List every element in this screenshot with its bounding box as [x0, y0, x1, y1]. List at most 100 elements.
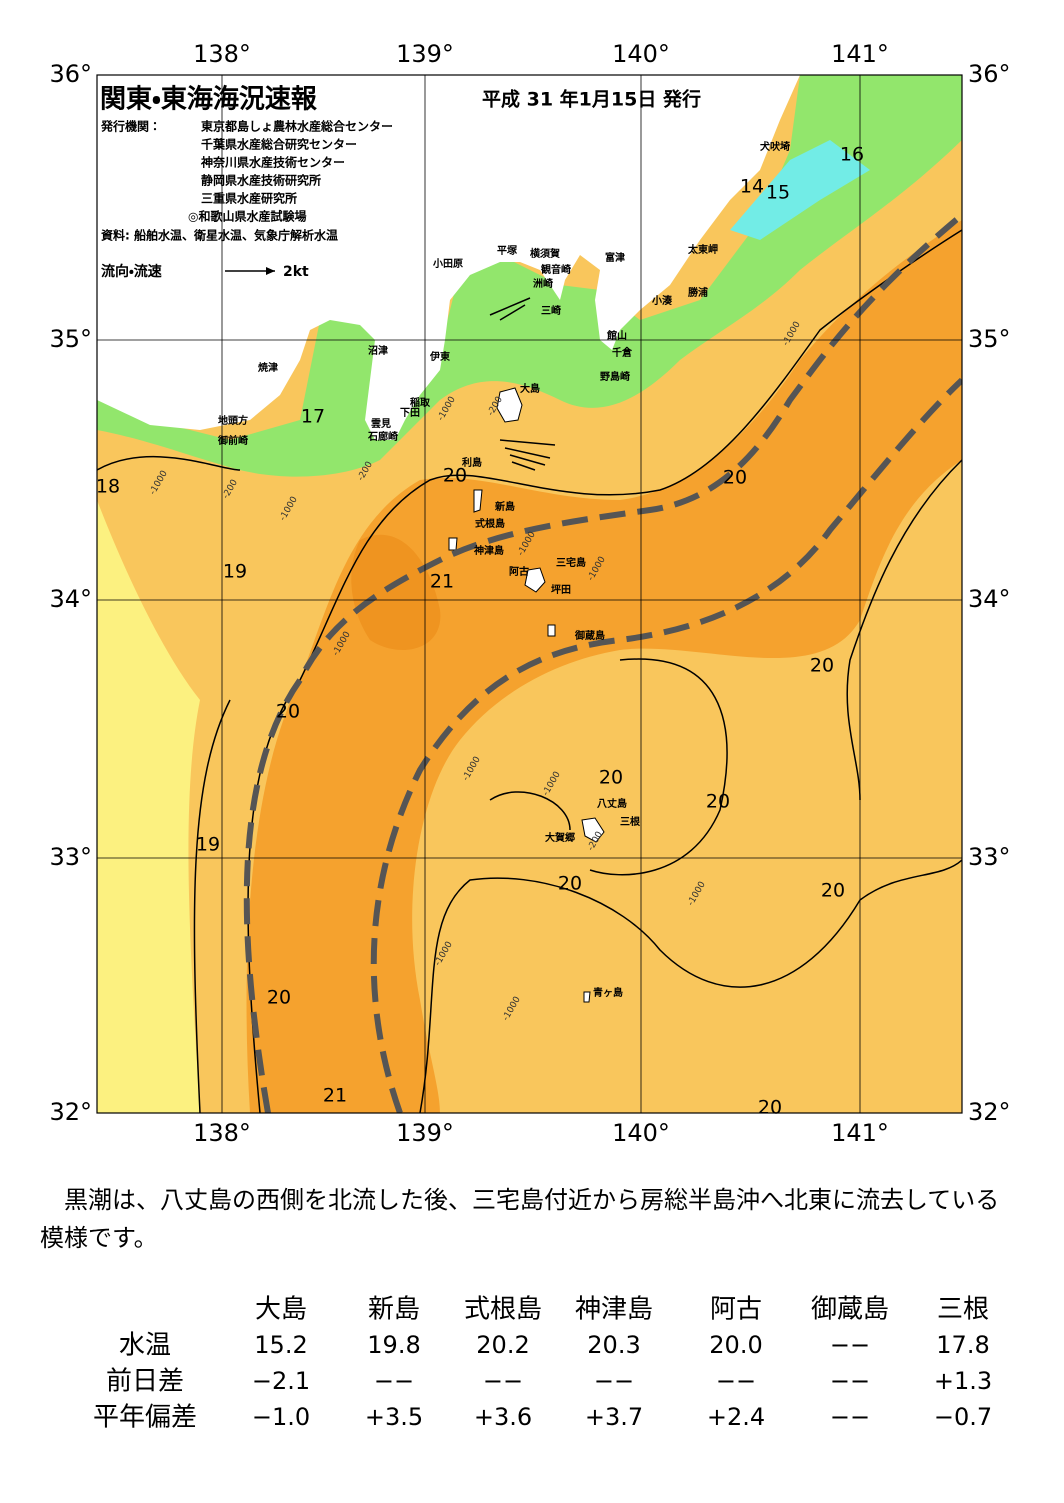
table-cell: −−: [374, 1367, 414, 1395]
place-name: 小田原: [432, 257, 463, 270]
lat-label: 35°: [49, 325, 92, 353]
source: 資料: 船舶水温、衛星水温、気象庁解析水温: [101, 228, 338, 243]
table-cell: −0.7: [934, 1403, 992, 1431]
table-header: 三根: [937, 1295, 989, 1325]
place-name: 利島: [462, 456, 482, 469]
lat-label: 32°: [49, 1098, 92, 1126]
table-cell: +3.6: [474, 1403, 532, 1431]
table-header: 式根島: [464, 1295, 542, 1325]
place-name: 稲取: [410, 396, 431, 409]
table-header: 御蔵島: [811, 1295, 889, 1325]
row-label: 前日差: [106, 1367, 184, 1397]
place-name: 新島: [494, 500, 515, 513]
summary: 黒潮は、八丈島の西側を北流した後、三宅島付近から房総半島沖へ北東に流去している模…: [40, 1186, 1000, 1252]
isotherm-label: 21: [323, 1085, 347, 1107]
isotherm-label: 14: [740, 176, 764, 198]
place-name: 小湊: [651, 294, 673, 307]
graticule: [96, 74, 963, 1114]
place-name: 横須賀: [530, 247, 560, 260]
row-label: 平年偏差: [93, 1403, 197, 1433]
publisher: 神奈川県水産技術センター: [200, 155, 345, 170]
isotherm-label: 21: [430, 571, 454, 593]
table-header: 新島: [368, 1295, 420, 1325]
isotherm-label: 20: [758, 1097, 782, 1119]
place-name: 雲見: [371, 418, 391, 430]
place-name: 大島: [520, 382, 540, 395]
table-cell: +3.5: [365, 1403, 423, 1431]
place-name: 石廊崎: [367, 430, 398, 443]
table-cell: 15.2: [254, 1331, 307, 1359]
isotherm-label: 17: [301, 406, 325, 428]
issued: 平成 31 年1月15日 発行: [482, 88, 701, 111]
place-name: 観音崎: [541, 263, 571, 276]
lat-label: 36°: [968, 60, 1011, 88]
place-name: 神津島: [473, 544, 504, 557]
place-name: 青ヶ島: [593, 986, 623, 999]
lon-label: 139°: [396, 40, 454, 68]
place-name: 太東岬: [687, 243, 718, 256]
place-name: 千倉: [612, 346, 633, 359]
isotherm-label: 20: [723, 467, 747, 489]
lon-label: 139°: [396, 1119, 454, 1147]
place-name: 伊東: [429, 350, 450, 363]
place-name: 下田: [400, 407, 420, 419]
place-name: 御前崎: [217, 434, 248, 447]
table-cell: 20.0: [709, 1331, 762, 1359]
place-name: 三宅島: [556, 556, 586, 569]
table-cell: 20.3: [587, 1331, 640, 1359]
lat-label: 36°: [49, 60, 92, 88]
table-cell: 17.8: [936, 1331, 989, 1359]
lat-label: 34°: [49, 585, 92, 613]
isotherm-label: 20: [276, 701, 300, 723]
table-cell: +2.4: [707, 1403, 765, 1431]
place-name: 勝浦: [688, 286, 708, 299]
lon-label: 140°: [612, 1119, 670, 1147]
place-name: 洲崎: [533, 277, 553, 290]
isotherm-label: 15: [766, 182, 790, 204]
place-name: 平塚: [497, 244, 518, 257]
place-name: 御蔵島: [574, 629, 605, 642]
publisher: 静岡県水産技術研究所: [201, 173, 321, 188]
table-cell: −−: [830, 1403, 870, 1431]
place-name: 館山: [606, 329, 627, 342]
table-cell: −−: [594, 1367, 634, 1395]
lat-label: 32°: [968, 1098, 1011, 1126]
publisher: 東京都島しょ農林水産総合センター: [201, 119, 393, 134]
place-name: 沼津: [368, 344, 388, 357]
isotherm-label: 20: [810, 655, 834, 677]
lon-label: 140°: [612, 40, 670, 68]
table-cell: −−: [483, 1367, 523, 1395]
lon-label: 141°: [831, 40, 889, 68]
table-cell: +1.3: [934, 1367, 992, 1395]
isotherm-label: 20: [443, 465, 467, 487]
isotherm-label: 20: [267, 987, 291, 1009]
lon-label: 138°: [193, 40, 251, 68]
place-name: 三崎: [541, 304, 561, 317]
legend-arrow-head: [266, 267, 275, 275]
table-cell: +3.7: [585, 1403, 643, 1431]
table-cell: −1.0: [252, 1403, 310, 1431]
table-header: 神津島: [575, 1295, 653, 1325]
publisher: 千葉県水産総合研究センター: [201, 137, 357, 152]
place-name: 大賀郷: [545, 831, 575, 844]
lat-label: 33°: [49, 843, 92, 871]
place-name: 野島崎: [600, 370, 630, 383]
place-name: 三根: [620, 815, 641, 828]
publisher: ◎和歌山県水産試験場: [188, 209, 306, 224]
publisher: 三重県水産研究所: [201, 191, 297, 206]
lat-label: 35°: [968, 325, 1011, 353]
table-header: 大島: [255, 1295, 307, 1325]
place-name: 地頭方: [218, 414, 248, 427]
legend-label: 流向・流速: [101, 263, 162, 280]
table-cell: −−: [830, 1367, 870, 1395]
isotherm-label: 19: [223, 561, 247, 583]
place-name: 八丈島: [597, 797, 627, 810]
row-label: 水温: [119, 1331, 171, 1361]
table-cell: −−: [716, 1367, 756, 1395]
place-name: 富津: [605, 251, 625, 264]
lon-label: 141°: [831, 1119, 889, 1147]
isotherm-label: 20: [558, 873, 582, 895]
legend-scale: 2kt: [283, 264, 309, 280]
